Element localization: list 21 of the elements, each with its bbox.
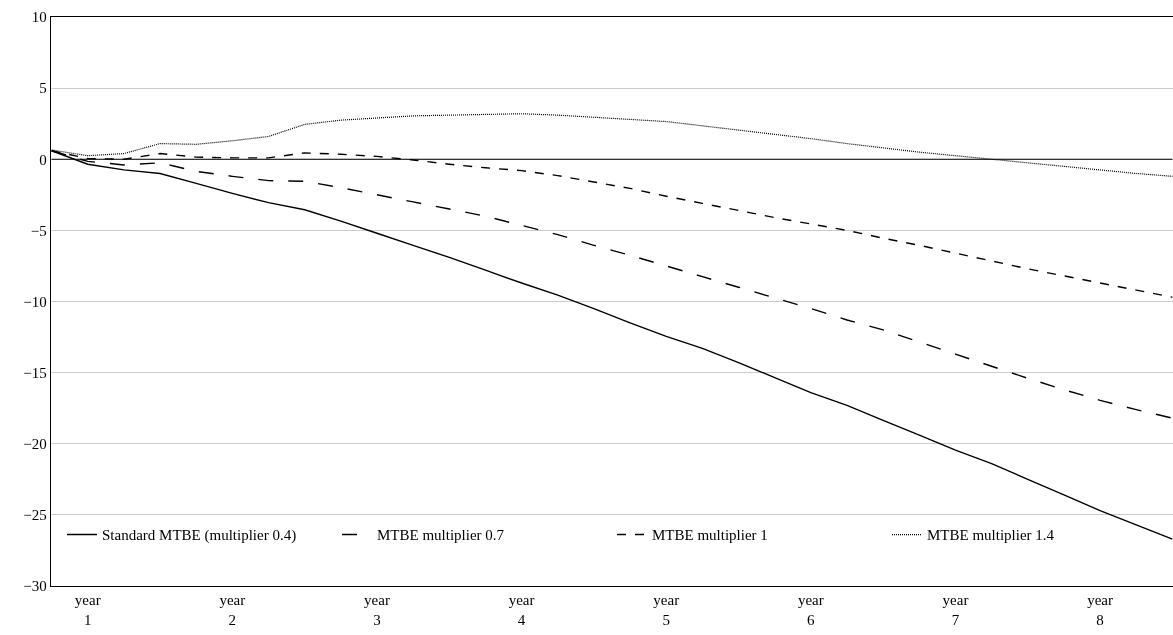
x-tick-label: year 3 bbox=[364, 592, 390, 628]
legend-label: MTBE multiplier 1.4 bbox=[927, 527, 1055, 544]
y-tick-label: −25 bbox=[23, 507, 47, 524]
x-tick-label: year 5 bbox=[653, 592, 680, 628]
y-tick-label: 10 bbox=[31, 9, 47, 26]
x-tick-label: year 6 bbox=[797, 592, 824, 628]
x-tick-label: year 8 bbox=[1087, 592, 1113, 628]
x-tick-label: year 2 bbox=[219, 592, 246, 628]
y-tick-label: −30 bbox=[23, 578, 47, 595]
y-tick-label: 0 bbox=[39, 151, 47, 168]
y-tick-label: −20 bbox=[23, 436, 47, 452]
y-tick-label: 5 bbox=[39, 80, 47, 97]
x-tick-label: year 7 bbox=[942, 592, 969, 628]
x-tick-label: year 1 bbox=[74, 592, 101, 628]
legend-label: Standard MTBE (multiplier 0.4) bbox=[102, 527, 297, 545]
legend-label: MTBE multiplier 1 bbox=[652, 527, 768, 544]
y-tick-label: −15 bbox=[23, 364, 47, 381]
x-tick-label: year 4 bbox=[508, 592, 535, 628]
y-tick-label: −5 bbox=[30, 222, 47, 239]
y-tick-label: −10 bbox=[23, 293, 47, 310]
legend-label: MTBE multiplier 0.7 bbox=[377, 527, 505, 544]
